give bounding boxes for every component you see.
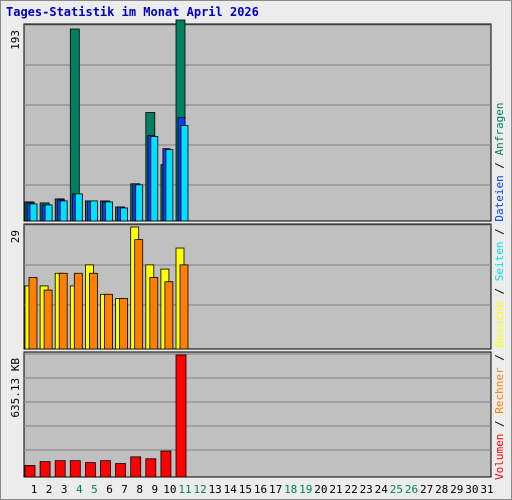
- y-axis-max-label: 635.13 KB: [9, 358, 22, 418]
- bar-hosts-day-8: [134, 239, 144, 350]
- x-tick-label: 7: [121, 483, 128, 496]
- x-tick-label: 3: [61, 483, 68, 496]
- panel-visits: 29: [9, 223, 492, 350]
- x-tick-label: 30: [465, 483, 478, 496]
- bar-kbytes-day-2: [39, 461, 51, 478]
- bar-hosts-day-5: [89, 272, 98, 350]
- bar-hosts-day-3: [58, 272, 68, 350]
- plot-area: [23, 351, 492, 478]
- x-tick-label: 28: [435, 483, 448, 496]
- chart-legend: Volumen / Rechner / Besuche / Seiten / D…: [493, 102, 506, 480]
- legend-hosts: Rechner: [493, 367, 506, 414]
- bar-hosts-day-10: [164, 281, 174, 350]
- x-tick-label: 8: [136, 483, 143, 496]
- bar-hosts-day-2: [43, 289, 53, 350]
- bar-hosts-day-7: [119, 298, 128, 350]
- bar-hosts-day-4: [73, 272, 83, 350]
- legend-separator: /: [493, 348, 506, 368]
- bar-kbytes-day-6: [100, 460, 111, 478]
- panel-volume: 635.13 KB: [9, 351, 492, 478]
- bar-pages-day-2: [44, 204, 53, 222]
- chart-panels: 193 29 635.13 KB: [9, 19, 492, 478]
- x-tick-label: 16: [254, 483, 267, 496]
- bar-kbytes-day-3: [54, 460, 66, 478]
- x-tick-label: 20: [314, 483, 327, 496]
- x-tick-label: 17: [269, 483, 282, 496]
- legend-kbytes: Volumen: [493, 434, 506, 480]
- bar-hosts-day-6: [104, 293, 113, 350]
- plot-area: [23, 23, 492, 222]
- x-tick-label: 23: [360, 483, 373, 496]
- chart-title: Tages-Statistik im Monat April 2026: [6, 5, 259, 19]
- x-tick-label: 31: [480, 483, 493, 496]
- x-tick-label: 21: [329, 483, 342, 496]
- x-tick-label: 14: [224, 483, 238, 496]
- x-tick-label: 24: [375, 483, 389, 496]
- bar-kbytes-day-11: [175, 354, 187, 478]
- x-tick-label: 19: [299, 483, 312, 496]
- bar-hits-day-4: [69, 28, 80, 222]
- x-tick-label: 1: [31, 483, 38, 496]
- x-tick-label: 6: [106, 483, 113, 496]
- x-tick-label: 27: [420, 483, 433, 496]
- bar-pages-day-1: [29, 203, 38, 222]
- x-tick-label: 2: [46, 483, 53, 496]
- panel-requests: 193: [9, 19, 492, 222]
- legend-hits: Anfragen: [493, 102, 506, 155]
- bar-pages-day-4: [74, 193, 83, 222]
- bar-pages-day-10: [165, 149, 174, 222]
- x-tick-label: 11: [178, 483, 191, 496]
- bar-kbytes-day-4: [69, 460, 81, 478]
- bar-kbytes-day-9: [145, 458, 157, 478]
- x-tick-label: 5: [91, 483, 98, 496]
- x-axis-day-labels: 1 2 3 4 5 6 7 8 9 10 11 12 13 14 15 16 17 18 19 20 21 22 23 24 2…: [31, 483, 494, 496]
- x-tick-label: 13: [209, 483, 222, 496]
- x-tick-label: 26: [405, 483, 418, 496]
- y-axis-max-label: 193: [9, 30, 22, 50]
- bar-pages-day-5: [90, 200, 98, 222]
- x-tick-label: 4: [76, 483, 83, 496]
- legend-visits: Besuche: [493, 301, 506, 347]
- bar-pages-day-9: [150, 136, 159, 222]
- x-tick-label: 25: [390, 483, 403, 496]
- legend-separator: /: [493, 414, 506, 434]
- x-tick-label: 12: [193, 483, 206, 496]
- bar-pages-day-8: [135, 184, 144, 222]
- bar-kbytes-day-5: [85, 462, 96, 478]
- bar-kbytes-day-10: [160, 450, 172, 478]
- legend-pages: Seiten: [493, 242, 506, 282]
- x-tick-label: 15: [239, 483, 252, 496]
- y-axis-max-label: 29: [9, 230, 22, 243]
- bar-pages-day-7: [120, 207, 128, 222]
- legend-separator: /: [493, 222, 506, 242]
- x-tick-label: 18: [284, 483, 297, 496]
- x-tick-label: 10: [163, 483, 176, 496]
- bar-pages-day-6: [105, 201, 113, 222]
- legend-separator: /: [493, 281, 506, 301]
- bar-kbytes-day-7: [115, 463, 126, 478]
- bar-hosts-day-11: [179, 264, 189, 350]
- bar-hosts-day-9: [149, 277, 159, 350]
- bar-pages-day-11: [180, 125, 189, 222]
- bar-hosts-day-1: [28, 277, 38, 350]
- bar-pages-day-3: [59, 200, 68, 222]
- x-tick-label: 22: [344, 483, 357, 496]
- legend-separator: /: [493, 155, 506, 175]
- bar-kbytes-day-8: [130, 456, 142, 478]
- bar-kbytes-day-1: [24, 465, 36, 478]
- legend-files: Dateien: [493, 175, 506, 221]
- x-tick-label: 29: [450, 483, 463, 496]
- x-tick-label: 9: [151, 483, 158, 496]
